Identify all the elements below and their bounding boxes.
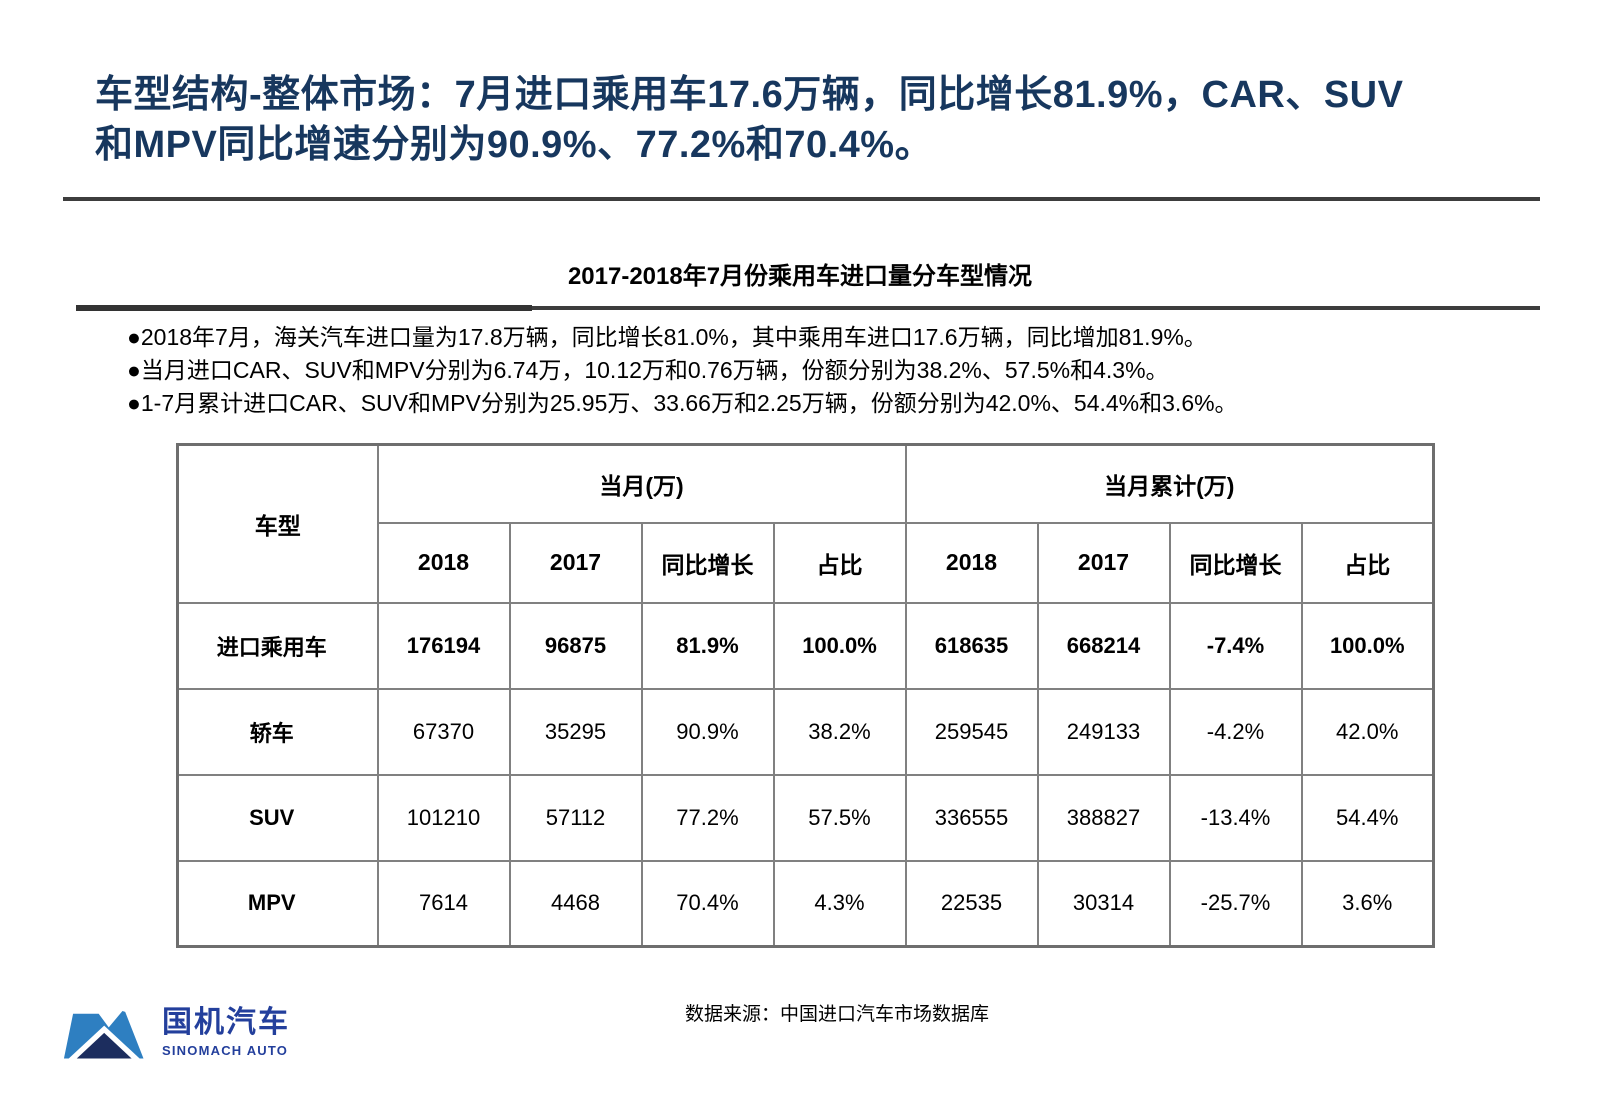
table-cell: 67370	[376, 687, 511, 776]
col-header-yoy-current: 同比增长	[640, 521, 775, 604]
col-header-2018-cumulative: 2018	[904, 521, 1039, 604]
corner-header-vehicle-type: 车型	[176, 443, 379, 604]
table-cell: 4.3%	[772, 859, 907, 948]
table-cell: 3.6%	[1300, 859, 1435, 948]
col-header-2017-current: 2017	[508, 521, 643, 604]
row-label-imported-pv: 进口乘用车	[176, 601, 379, 690]
row-label-suv: SUV	[176, 773, 379, 862]
table-cell: -13.4%	[1168, 773, 1303, 862]
table-cell: 4468	[508, 859, 643, 948]
table-cell: 57112	[508, 773, 643, 862]
subtitle-divider-left	[76, 305, 532, 311]
subtitle-divider-right	[532, 306, 1540, 310]
table-cell: 100.0%	[772, 601, 907, 690]
table-row-imported-pv: 进口乘用车 176194 96875 81.9% 100.0% 618635 6…	[176, 601, 1435, 690]
table-cell: 38.2%	[772, 687, 907, 776]
table-cell: 668214	[1036, 601, 1171, 690]
table-row-suv: SUV 101210 57112 77.2% 57.5% 336555 3888…	[176, 773, 1435, 862]
group-header-current-month: 当月(万)	[376, 443, 907, 524]
col-header-2017-cumulative: 2017	[1036, 521, 1171, 604]
sinomach-logo-icon	[63, 1010, 144, 1062]
import-table-container: 车型 当月(万) 当月累计(万) 2018 2017 同比增长 占比 2018 …	[176, 443, 1435, 948]
table-cell: 54.4%	[1300, 773, 1435, 862]
table-cell: 176194	[376, 601, 511, 690]
table-row-mpv: MPV 7614 4468 70.4% 4.3% 22535 30314 -25…	[176, 859, 1435, 948]
group-header-cumulative: 当月累计(万)	[904, 443, 1435, 524]
bullet-list: ●2018年7月，海关汽车进口量为17.8万辆，同比增长81.0%，其中乘用车进…	[127, 321, 1527, 420]
table-cell: 388827	[1036, 773, 1171, 862]
table-cell: 22535	[904, 859, 1039, 948]
page-title-line-1: 车型结构-整体市场：7月进口乘用车17.6万辆，同比增长81.9%，CAR、SU…	[95, 74, 1404, 116]
table-cell: 259545	[904, 687, 1039, 776]
data-source-note: 数据来源：中国进口汽车市场数据库	[684, 1004, 989, 1025]
table-cell: 618635	[904, 601, 1039, 690]
col-header-share-cumulative: 占比	[1300, 521, 1435, 604]
table-cell: 96875	[508, 601, 643, 690]
sinomach-logo: 国机汽车 SINOMACH AUTO	[60, 1000, 290, 1064]
table-cell: 81.9%	[640, 601, 775, 690]
table-cell: 100.0%	[1300, 601, 1435, 690]
table-cell: -25.7%	[1168, 859, 1303, 948]
table-cell: 35295	[508, 687, 643, 776]
title-divider	[63, 197, 1540, 201]
logo-name-en: SINOMACH AUTO	[162, 1042, 289, 1058]
row-label-mpv: MPV	[176, 859, 379, 948]
bullet-item-3: ●1-7月累计进口CAR、SUV和MPV分别为25.95万、33.66万和2.2…	[127, 390, 1238, 416]
table-cell: 101210	[376, 773, 511, 862]
logo-text-block: 国机汽车 SINOMACH AUTO	[162, 1005, 290, 1058]
page-title: 车型结构-整体市场：7月进口乘用车17.6万辆，同比增长81.9%，CAR、SU…	[95, 70, 1555, 170]
row-label-sedan: 轿车	[176, 687, 379, 776]
table-row-sedan: 轿车 67370 35295 90.9% 38.2% 259545 249133…	[176, 687, 1435, 776]
table-cell: 77.2%	[640, 773, 775, 862]
table-cell: 57.5%	[772, 773, 907, 862]
table-cell: -4.2%	[1168, 687, 1303, 776]
table-title: 2017-2018年7月份乘用车进口量分车型情况	[567, 263, 1033, 290]
page-title-line-2: 和MPV同比增速分别为90.9%、77.2%和70.4%。	[95, 124, 934, 166]
col-header-yoy-cumulative: 同比增长	[1168, 521, 1303, 604]
table-cell: 90.9%	[640, 687, 775, 776]
table-cell: 30314	[1036, 859, 1171, 948]
table-cell: 249133	[1036, 687, 1171, 776]
logo-name-cn: 国机汽车	[162, 1005, 290, 1039]
bullet-item-1: ●2018年7月，海关汽车进口量为17.8万辆，同比增长81.0%，其中乘用车进…	[127, 324, 1207, 350]
col-header-share-current: 占比	[772, 521, 907, 604]
table-cell: 336555	[904, 773, 1039, 862]
table-cell: 7614	[376, 859, 511, 948]
bullet-item-2: ●当月进口CAR、SUV和MPV分别为6.74万，10.12万和0.76万辆，份…	[127, 357, 1169, 383]
table-cell: 70.4%	[640, 859, 775, 948]
col-header-2018-current: 2018	[376, 521, 511, 604]
table-cell: -7.4%	[1168, 601, 1303, 690]
table-cell: 42.0%	[1300, 687, 1435, 776]
import-table: 车型 当月(万) 当月累计(万) 2018 2017 同比增长 占比 2018 …	[176, 443, 1435, 948]
